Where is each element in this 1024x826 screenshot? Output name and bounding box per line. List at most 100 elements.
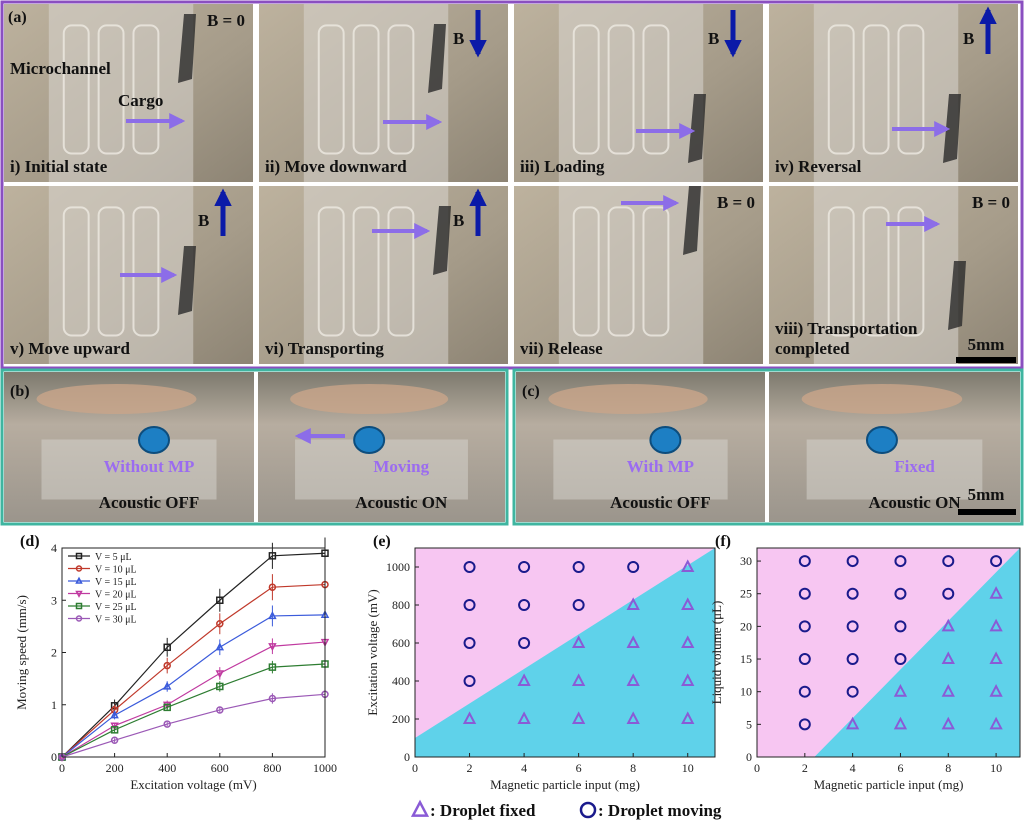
caption: viii) Transportation — [775, 319, 918, 338]
panel-c-frame — [512, 368, 1024, 526]
legend-marker — [410, 799, 430, 817]
x-tick-label: 2 — [467, 761, 473, 775]
substrate — [553, 439, 728, 500]
state-label: Moving — [373, 457, 429, 476]
x-axis-title: Magnetic particle input (mg) — [490, 777, 640, 792]
photos: i) Initial state B = 0 ii) Move downward Bi… — [4, 4, 1020, 522]
legend-label: V = 5 μL — [95, 552, 132, 563]
microchannel — [352, 24, 380, 155]
marker — [215, 670, 225, 679]
panel-label: (b) — [10, 383, 30, 400]
marker — [894, 620, 907, 633]
series-line — [61, 663, 326, 758]
legend-marker — [579, 801, 597, 819]
marker — [798, 718, 811, 731]
y-tick-label: 3 — [51, 593, 57, 607]
caption: iv) Reversal — [775, 157, 862, 176]
y-tick-label: 10 — [740, 685, 752, 699]
caption: vi) Transporting — [265, 339, 384, 358]
marker — [216, 620, 224, 628]
marker — [518, 599, 531, 611]
marker — [941, 684, 955, 697]
marker — [518, 637, 531, 649]
marker — [989, 716, 1003, 730]
marker — [798, 555, 811, 568]
marker — [846, 587, 859, 600]
substrate — [806, 439, 983, 500]
droplet — [649, 426, 682, 454]
marker — [163, 643, 171, 652]
glass-chip — [558, 186, 704, 364]
marker — [798, 587, 811, 600]
legend-marker — [75, 602, 83, 610]
legend-marker — [75, 552, 83, 560]
y-tick-label: 2 — [51, 646, 57, 660]
marker — [627, 561, 640, 573]
marker — [463, 675, 476, 687]
marker — [846, 620, 859, 633]
y-tick-label: 1000 — [386, 560, 410, 574]
x-tick-label: 0 — [412, 761, 418, 775]
stage — [801, 384, 963, 414]
x-tick-label: 600 — [211, 761, 229, 775]
panel-label: (a) — [8, 9, 27, 26]
marker — [942, 555, 955, 568]
marker — [798, 653, 811, 666]
magnetic-film — [948, 261, 966, 330]
marker — [846, 685, 859, 698]
marker — [268, 643, 277, 652]
magnetic-film — [433, 206, 451, 275]
marker — [163, 720, 171, 728]
droplet — [865, 426, 898, 454]
magnetic-film — [428, 24, 446, 93]
glass-chip — [303, 186, 449, 364]
annotation: Microchannel — [10, 59, 111, 78]
y-tick-label: 0 — [404, 750, 410, 764]
x-axis-title: Excitation voltage (mV) — [130, 777, 256, 792]
field-label: B = 0 — [717, 193, 755, 212]
plot-frame — [756, 547, 1021, 758]
marker — [268, 694, 277, 703]
field-label: B — [453, 29, 464, 48]
field-label: B — [453, 211, 464, 230]
marker — [518, 561, 531, 573]
microchannel — [317, 206, 345, 337]
magnetic-film — [178, 14, 196, 83]
series-line — [61, 583, 326, 758]
y-axis-title: Moving speed (mm/s) — [14, 595, 29, 710]
state-label: With MP — [627, 457, 694, 476]
microchannel — [132, 24, 160, 155]
marker — [216, 596, 224, 604]
legend-marker — [75, 615, 83, 622]
marker — [517, 711, 531, 724]
x-tick-label: 6 — [576, 761, 582, 775]
marker — [989, 618, 1003, 632]
marker — [846, 653, 859, 666]
caption: v) Move upward — [10, 339, 130, 358]
stage — [36, 384, 197, 414]
microchannel — [387, 24, 415, 155]
marker — [110, 710, 119, 719]
marker — [681, 597, 695, 610]
acoustic-label: Acoustic ON — [869, 493, 962, 512]
marker — [163, 661, 171, 670]
panel-b-frame — [0, 368, 509, 526]
marker — [162, 701, 172, 710]
microchannel — [827, 24, 855, 155]
marker — [942, 587, 955, 600]
state-label: Without MP — [104, 457, 195, 476]
marker — [268, 552, 277, 560]
stage — [548, 384, 708, 414]
marker — [462, 711, 477, 724]
y-tick-label: 1 — [51, 698, 57, 712]
substrate — [41, 439, 217, 500]
marker — [571, 673, 586, 686]
magnetic-film — [178, 246, 196, 315]
y-tick-label: 600 — [392, 636, 410, 650]
droplet — [138, 426, 170, 454]
x-tick-label: 4 — [850, 761, 856, 775]
marker — [517, 673, 531, 686]
microchannel — [827, 206, 855, 337]
